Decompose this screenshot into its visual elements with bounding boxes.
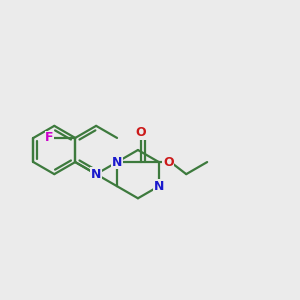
Text: N: N [154,180,164,193]
Text: O: O [136,126,146,139]
Text: O: O [163,156,174,169]
Text: N: N [112,156,122,169]
Text: F: F [45,131,54,144]
Text: N: N [91,168,101,181]
